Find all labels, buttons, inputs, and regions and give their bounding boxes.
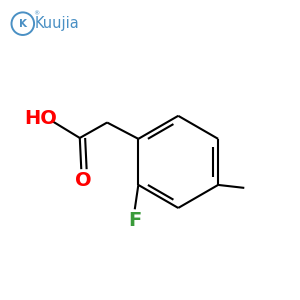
Text: ®: ® [33,11,40,16]
Text: F: F [128,211,141,230]
Text: HO: HO [24,109,57,128]
Text: Kuujia: Kuujia [34,16,79,31]
Text: O: O [75,171,92,190]
Text: K: K [19,19,27,29]
